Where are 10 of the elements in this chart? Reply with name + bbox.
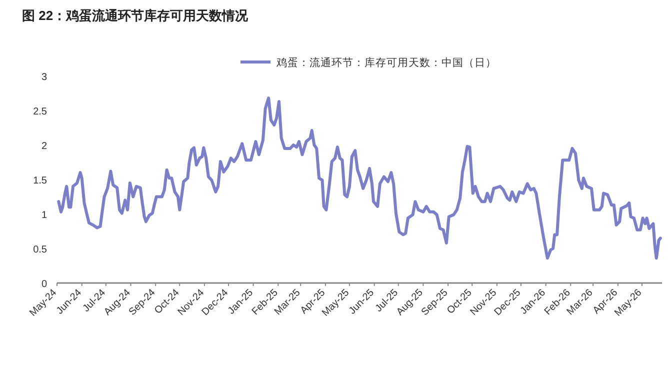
y-tick-label: 0 bbox=[41, 279, 48, 290]
chart-title: 图 22：鸡蛋流通环节库存可用天数情况 bbox=[22, 8, 250, 23]
line-series bbox=[57, 96, 662, 260]
legend-label: 鸡蛋：流通环节：库存可用天数：中国（日） bbox=[276, 56, 496, 69]
y-tick-label: 1.5 bbox=[33, 176, 48, 186]
y-tick-label: 2 bbox=[41, 141, 48, 152]
y-tick-label: 1 bbox=[41, 210, 48, 221]
y-tick-label: 3 bbox=[41, 72, 48, 83]
y-tick-label: 0.5 bbox=[33, 244, 48, 256]
y-tick-label: 2.5 bbox=[33, 106, 48, 118]
